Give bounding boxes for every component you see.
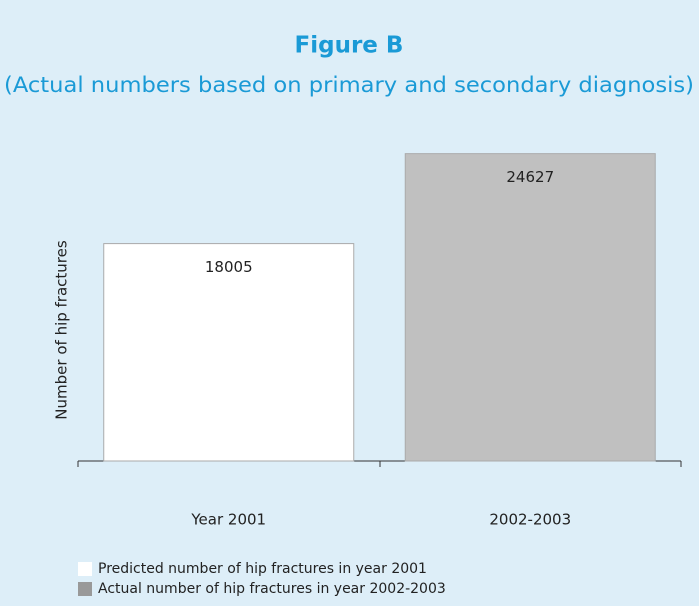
legend-swatch xyxy=(78,562,92,576)
legend-swatch xyxy=(78,582,92,596)
x-tick-label: 2002-2003 xyxy=(489,511,571,529)
chart-title: Figure B xyxy=(295,33,404,59)
legend-label: Predicted number of hip fractures in yea… xyxy=(98,561,427,577)
chart-subtitle: (Actual numbers based on primary and sec… xyxy=(4,73,694,97)
bar xyxy=(103,243,355,462)
data-label: 18005 xyxy=(205,258,253,276)
x-tick-label: Year 2001 xyxy=(190,511,266,529)
bar xyxy=(404,153,656,462)
data-label: 24627 xyxy=(506,168,554,186)
y-axis-label: Number of hip fractures xyxy=(53,240,71,420)
legend-label: Actual number of hip fractures in year 2… xyxy=(98,581,446,597)
